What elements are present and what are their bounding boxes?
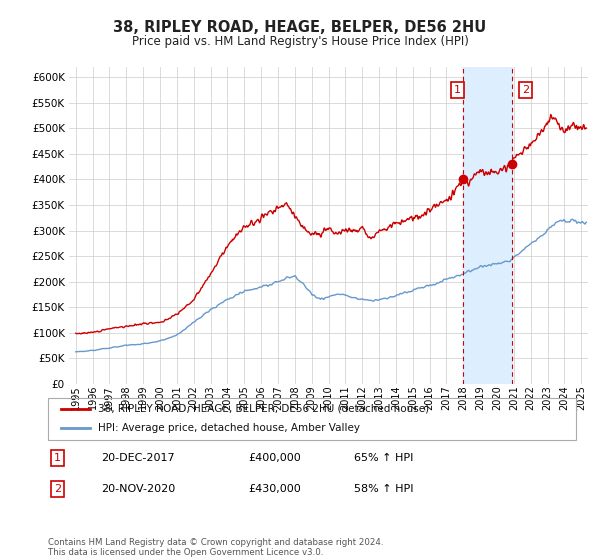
Text: 2: 2 — [54, 484, 61, 494]
Text: HPI: Average price, detached house, Amber Valley: HPI: Average price, detached house, Ambe… — [98, 423, 360, 433]
Text: £400,000: £400,000 — [248, 453, 301, 463]
Text: Contains HM Land Registry data © Crown copyright and database right 2024.
This d: Contains HM Land Registry data © Crown c… — [48, 538, 383, 557]
Text: 20-NOV-2020: 20-NOV-2020 — [101, 484, 175, 494]
Text: 58% ↑ HPI: 58% ↑ HPI — [354, 484, 414, 494]
Text: 20-DEC-2017: 20-DEC-2017 — [101, 453, 175, 463]
Text: £430,000: £430,000 — [248, 484, 301, 494]
Text: 38, RIPLEY ROAD, HEAGE, BELPER, DE56 2HU: 38, RIPLEY ROAD, HEAGE, BELPER, DE56 2HU — [113, 20, 487, 35]
Text: 2: 2 — [522, 85, 529, 95]
Text: 1: 1 — [454, 85, 461, 95]
Text: 38, RIPLEY ROAD, HEAGE, BELPER, DE56 2HU (detached house): 38, RIPLEY ROAD, HEAGE, BELPER, DE56 2HU… — [98, 404, 429, 414]
Text: 65% ↑ HPI: 65% ↑ HPI — [354, 453, 413, 463]
Text: 1: 1 — [54, 453, 61, 463]
Bar — [463, 67, 512, 384]
Text: Price paid vs. HM Land Registry's House Price Index (HPI): Price paid vs. HM Land Registry's House … — [131, 35, 469, 48]
